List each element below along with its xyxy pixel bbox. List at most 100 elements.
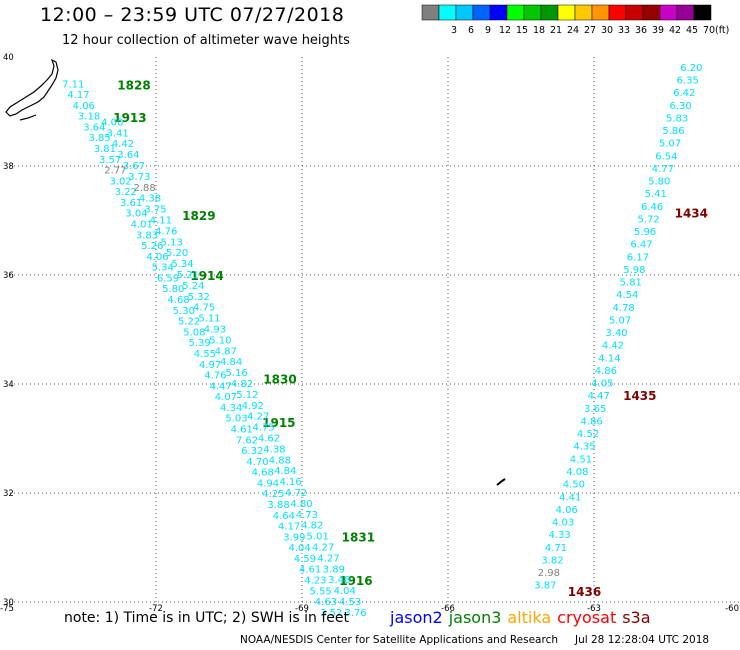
color-bin [438,4,457,21]
coastline [5,58,506,486]
swh-value: 4.94 [257,478,279,489]
swh-value: 6.32 [241,446,263,457]
color-bin [455,4,474,21]
swh-value: 4.06 [73,101,95,112]
swh-value: 2.77 [104,166,126,177]
swh-value: 4.17 [278,522,300,533]
x-tick-label: -69 [295,604,309,614]
swh-value: 4.11 [150,216,172,227]
swh-value: 4.33 [548,530,570,541]
swh-value: 3.81 [94,144,116,155]
swh-value: 5.98 [623,265,645,276]
swh-value: 3.82 [541,555,563,566]
axis-labels: 30 32 34 36 38 40 -75 -72 -69 -66 -63 -60 [0,53,739,614]
time-label: 1434 [675,206,708,220]
color-bin [540,4,559,21]
swh-value: 4.53 [339,597,361,608]
satellite-legend-s3a: s3a [622,608,651,627]
plot-grid [10,57,740,603]
swh-value: 5.01 [307,532,329,543]
swh-value: 5.80 [648,177,670,188]
swh-value: 4.84 [220,357,242,368]
swh-value: 7.62 [236,435,258,446]
color-bin-label: 3 [451,25,457,36]
swh-value: 4.75 [193,303,215,314]
swh-value: 3.04 [125,209,147,220]
swh-value: 4.97 [199,360,221,371]
swh-value: 5.16 [225,368,247,379]
swh-value: 4.23 [304,576,326,587]
credit-text: NOAA/NESDIS Center for Satellite Applica… [240,634,558,646]
swh-value: 4.47 [588,391,610,402]
swh-value: 4.64 [273,511,295,522]
color-bin [642,4,661,21]
swh-value: 3.76 [344,608,366,619]
color-bin-label: 42 [669,25,681,36]
swh-value: 4.06 [146,252,168,263]
color-bin-label: 27 [584,25,596,36]
x-tick-label: -60 [725,604,739,614]
swh-value: 3.99 [283,532,305,543]
swh-value: 5.26 [141,241,163,252]
chart-subtitle: 12 hour collection of altimeter wave hei… [62,33,350,48]
chart-title: 12:00 – 23:59 UTC 07/27/2018 [40,4,345,26]
swh-value: 5.41 [645,189,667,200]
swh-value: 5.34 [152,263,174,274]
swh-value: 4.76 [204,371,226,382]
swh-value: 4.04 [334,586,356,597]
y-tick-label: 36 [3,271,14,281]
swh-value: 5.20 [166,248,188,259]
color-bin-label: 33 [618,25,630,36]
color-bin [489,4,508,21]
swh-value: 4.77 [652,164,674,175]
swh-value: 5.72 [637,214,659,225]
swh-value: 4.51 [570,454,592,465]
swh-value: 3.48 [328,575,350,586]
swh-value: 5.81 [620,278,642,289]
swh-value: 4.17 [67,90,89,101]
time-label: 1435 [623,389,656,403]
color-bin-label: 24 [567,25,579,36]
color-bin [608,4,627,21]
swh-value: 3.40 [605,328,627,339]
units-note: note: 1) Time is in UTC; 2) SWH is in fe… [64,610,350,626]
swh-value: 5.83 [666,113,688,124]
color-unit-label: (ft) [715,25,729,36]
swh-value: 5.07 [659,139,681,150]
swh-value: 4.80 [290,499,312,510]
time-label: 1914 [190,269,223,283]
color-bin-label: 36 [635,25,647,36]
color-bin-label: 39 [652,25,664,36]
satellite-legend-altika: altika [507,608,552,627]
color-bin-label: 45 [686,25,698,36]
swh-value: 3.22 [115,187,137,198]
swh-value: 4.41 [559,492,581,503]
satellite-legend-cryosat: cryosat [557,608,617,627]
color-bin-label: 18 [533,25,545,36]
swh-value: 3.02 [110,176,132,187]
y-tick-label: 32 [3,489,14,499]
y-tick-label: 34 [3,380,14,390]
swh-value: 6.42 [673,88,695,99]
swh-value: 4.27 [247,412,269,423]
track-s3a: 6.206.356.426.305.835.865.076.544.775.80… [534,63,708,599]
swh-value: 5.39 [188,338,210,349]
island-shape [19,114,37,121]
color-bin [472,4,491,21]
swh-value: 3.64 [117,150,139,161]
color-bin [421,4,440,21]
track-jason3: 7.114.174.063.183.643.853.813.572.773.02… [62,79,373,619]
swh-value: 5.03 [225,414,247,425]
swh-value: 4.86 [580,416,602,427]
swh-value: 5.22 [178,317,200,328]
swh-value: 5.96 [634,227,656,238]
swh-value: 4.03 [552,518,574,529]
swh-value: 4.54 [616,290,638,301]
swh-value: 4.38 [139,194,161,205]
swh-value: 4.92 [242,401,264,412]
time-label: 1916 [339,574,372,588]
swh-value: 4.88 [269,455,291,466]
color-bin [523,4,542,21]
color-bin [625,4,644,21]
